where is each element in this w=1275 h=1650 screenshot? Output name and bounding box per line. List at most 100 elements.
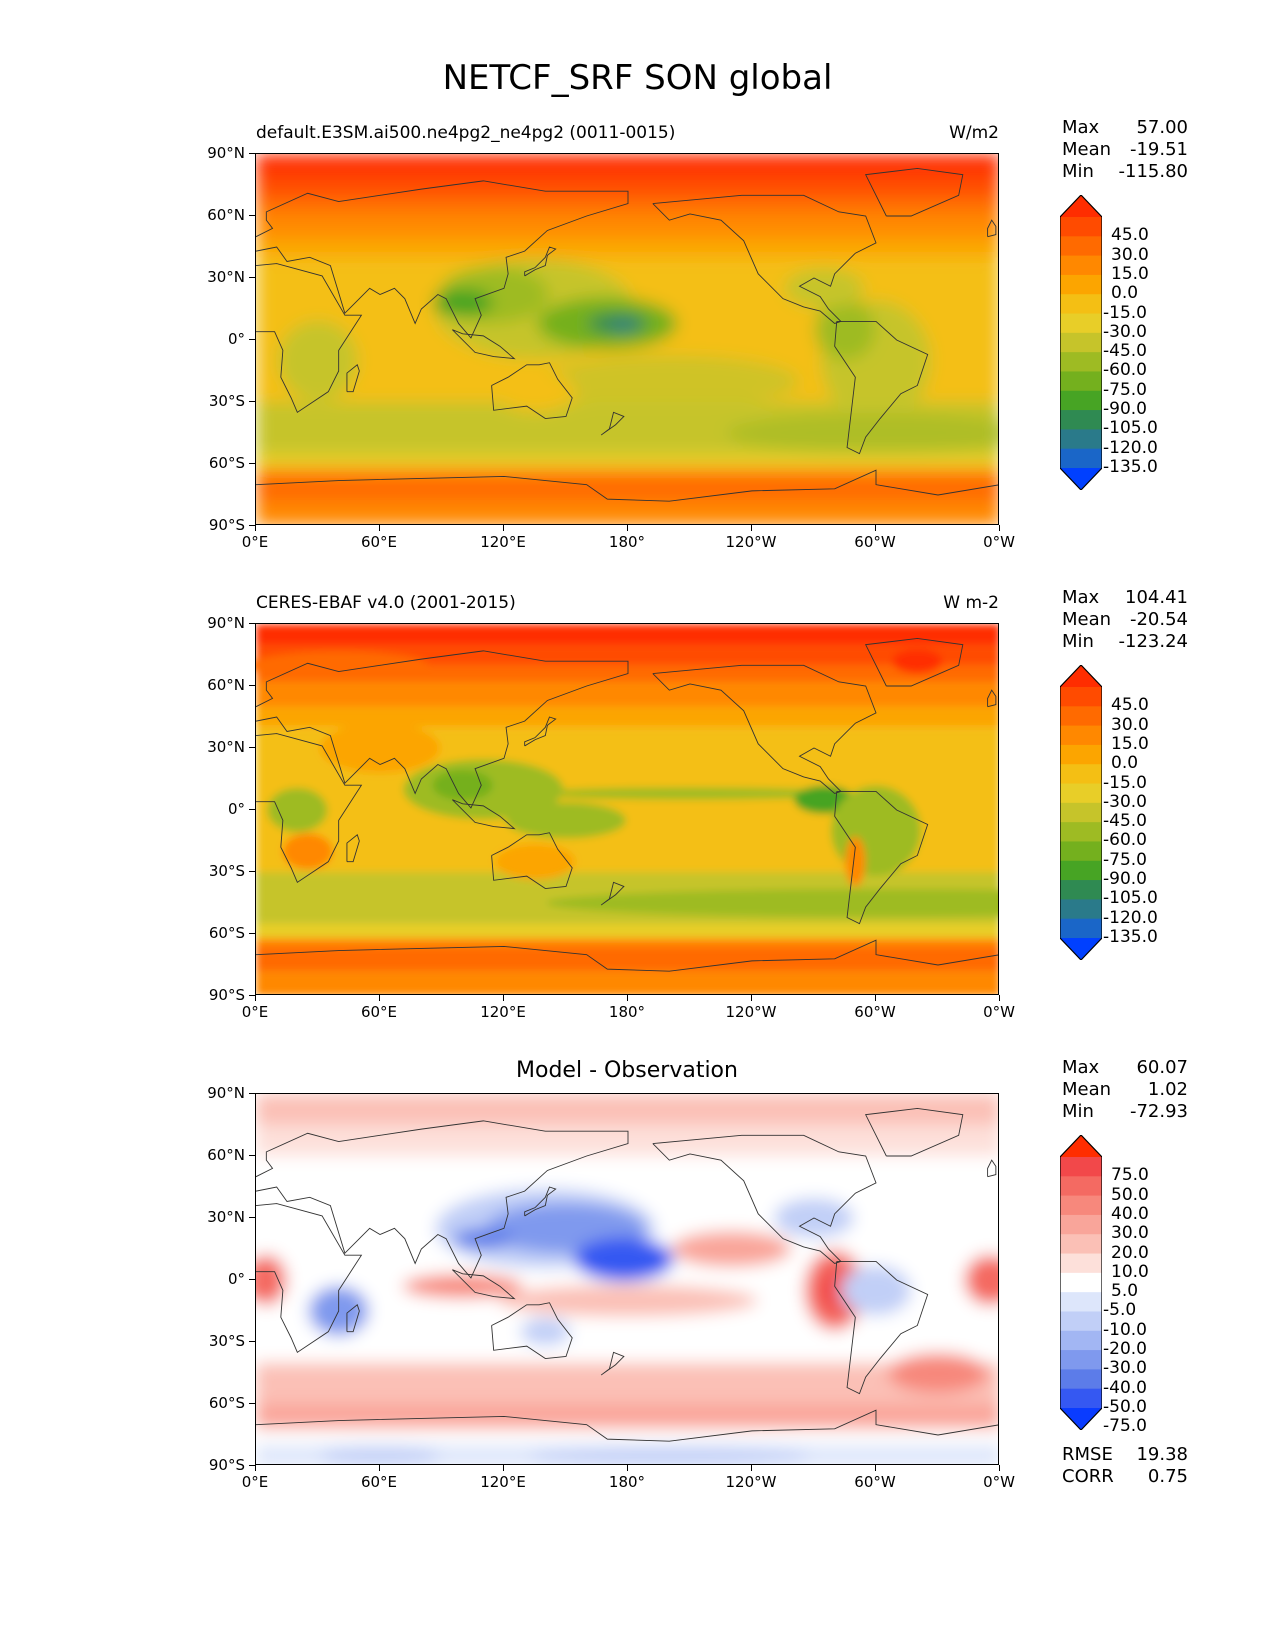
field-band	[256, 938, 998, 947]
lon-tick-label: 0°E	[241, 533, 269, 551]
colorbar-tick-label: -15.0	[1103, 302, 1147, 323]
coastline	[834, 790, 929, 925]
lat-tick-mark	[249, 215, 255, 216]
lon-tick-mark	[875, 525, 876, 531]
lon-tick-mark	[627, 525, 628, 531]
colorbar-tick-label: 30.0	[1111, 1223, 1149, 1244]
field-blob	[256, 651, 429, 680]
field-band	[256, 236, 998, 258]
field-band	[256, 1094, 998, 1125]
panel2-map	[255, 623, 999, 995]
lon-tick-mark	[999, 525, 1000, 531]
coastlines	[256, 638, 998, 972]
field-blob	[256, 1255, 287, 1305]
lon-tick-mark	[503, 1465, 504, 1471]
field-blob	[784, 268, 865, 309]
lon-tick-mark	[255, 525, 256, 531]
coastline	[491, 1302, 573, 1359]
field-blob	[726, 413, 998, 453]
field-blob	[530, 787, 850, 800]
lon-tick-label: 120°E	[480, 533, 526, 551]
colorbar-extend-max	[1060, 195, 1102, 217]
colorbar-tick-label: -30.0	[1103, 1358, 1147, 1379]
lon-tick-label: 120°E	[480, 1473, 526, 1491]
colorbar-segment	[1060, 1369, 1102, 1390]
colorbar-segment	[1060, 841, 1102, 862]
field-blob	[546, 889, 998, 917]
lon-tick-label: 60°W	[854, 533, 896, 551]
colorbar-segment	[1060, 918, 1102, 939]
coastline	[452, 1269, 516, 1300]
field-blob	[671, 1231, 792, 1267]
lon-tick-label: 120°E	[480, 1003, 526, 1021]
field-band	[256, 468, 998, 477]
coastline	[987, 219, 997, 238]
colorbar-segment	[1060, 783, 1102, 804]
field-blob	[529, 1445, 810, 1464]
coastline	[864, 1108, 964, 1157]
colorbar-segment	[1060, 274, 1102, 295]
colorbar-extend-min	[1060, 468, 1102, 490]
lat-tick-label: 0°	[227, 330, 245, 348]
colorbar-segment	[1060, 352, 1102, 372]
panel3-map	[255, 1093, 999, 1465]
coastline	[600, 411, 625, 436]
lat-tick-mark	[249, 1341, 255, 1342]
lon-tick-mark	[255, 1465, 256, 1471]
coastline	[346, 364, 360, 393]
field-blob	[609, 320, 638, 331]
field-layer	[256, 154, 998, 524]
colorbar-tick-label: -40.0	[1103, 1377, 1147, 1398]
lon-tick-label: 120°W	[725, 1473, 777, 1491]
lon-tick-mark	[751, 525, 752, 531]
colorbar-segment	[1060, 1311, 1102, 1332]
lat-tick-mark	[249, 809, 255, 810]
field-layer	[256, 1094, 998, 1464]
colorbar-segment	[1060, 1350, 1102, 1370]
field-blob	[539, 355, 800, 408]
coastlines	[256, 1108, 998, 1442]
panel1-left-title: default.E3SM.ai500.ne4pg2_ne4pg2 (0011-0…	[256, 123, 676, 143]
lon-tick-mark	[379, 525, 380, 531]
field-layer	[256, 624, 998, 994]
colorbar-segment	[1060, 802, 1102, 823]
panel3-colorbar	[1060, 1135, 1102, 1430]
colorbar-tick-label: 30.0	[1111, 714, 1149, 735]
field-blob	[841, 1265, 911, 1316]
field-band	[256, 681, 998, 707]
lon-tick-mark	[999, 1465, 1000, 1471]
lat-tick-label: 90°S	[208, 986, 245, 1004]
coastline	[864, 638, 964, 687]
lon-tick-label: 120°W	[725, 1003, 777, 1021]
lat-tick-label: 60°N	[207, 1146, 245, 1164]
field-band	[256, 624, 998, 645]
colorbar-segment	[1060, 1157, 1102, 1177]
lon-tick-label: 0°E	[241, 1003, 269, 1021]
colorbar-extend-max	[1060, 665, 1102, 687]
lat-tick-mark	[249, 1093, 255, 1094]
colorbar-segment	[1060, 880, 1102, 900]
colorbar-tick-label: 20.0	[1111, 1242, 1149, 1263]
colorbar-tick-label: 0.0	[1111, 753, 1139, 774]
lat-tick-mark	[249, 1403, 255, 1404]
lon-tick-label: 60°E	[360, 1003, 398, 1021]
field-band	[256, 174, 998, 196]
field-band	[256, 1125, 998, 1156]
field-blob	[964, 1255, 998, 1305]
lat-tick-mark	[249, 685, 255, 686]
colorbar-tick-label: -20.0	[1103, 1339, 1147, 1360]
lat-tick-mark	[249, 623, 255, 624]
field-band	[256, 476, 998, 502]
colorbar-segment	[1060, 706, 1102, 727]
colorbar-segment	[1060, 410, 1102, 430]
lat-tick-label: 60°S	[208, 1394, 245, 1412]
lat-tick-label: 30°N	[207, 1208, 245, 1226]
coastline	[864, 168, 964, 217]
lon-tick-label: 0°E	[241, 1473, 269, 1491]
lat-tick-label: 0°	[227, 800, 245, 818]
colorbar-segment	[1060, 332, 1102, 353]
field-band	[256, 501, 998, 524]
panel3-center-title: Model - Observation	[516, 1058, 738, 1083]
lat-tick-mark	[249, 401, 255, 402]
lon-tick-mark	[627, 1465, 628, 1471]
